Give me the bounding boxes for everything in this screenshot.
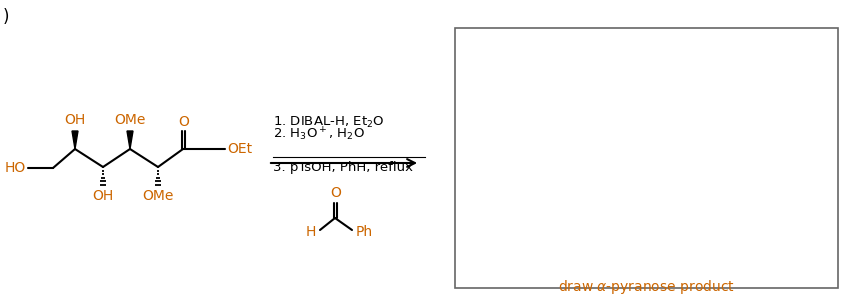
- Text: 1. DIBAL-H, Et$_2$O: 1. DIBAL-H, Et$_2$O: [273, 115, 384, 130]
- Text: O: O: [331, 186, 342, 200]
- Text: 2. H$_3$O$^+$, H$_2$O: 2. H$_3$O$^+$, H$_2$O: [273, 125, 365, 143]
- Text: OMe: OMe: [114, 113, 145, 127]
- Text: OEt: OEt: [227, 142, 252, 156]
- Text: O: O: [178, 115, 190, 129]
- Text: H: H: [306, 225, 316, 239]
- Text: draw $\alpha$-pyranose product: draw $\alpha$-pyranose product: [558, 278, 735, 296]
- Text: OMe: OMe: [142, 189, 173, 203]
- Text: HO: HO: [5, 161, 26, 175]
- Bar: [455, 28, 838, 288]
- Text: 3. pTsOH, PhH, reflux: 3. pTsOH, PhH, reflux: [273, 161, 413, 174]
- Text: ): ): [3, 8, 9, 26]
- Polygon shape: [127, 131, 133, 149]
- Polygon shape: [72, 131, 78, 149]
- Text: OH: OH: [93, 189, 114, 203]
- Text: OH: OH: [65, 113, 86, 127]
- Text: Ph: Ph: [356, 225, 373, 239]
